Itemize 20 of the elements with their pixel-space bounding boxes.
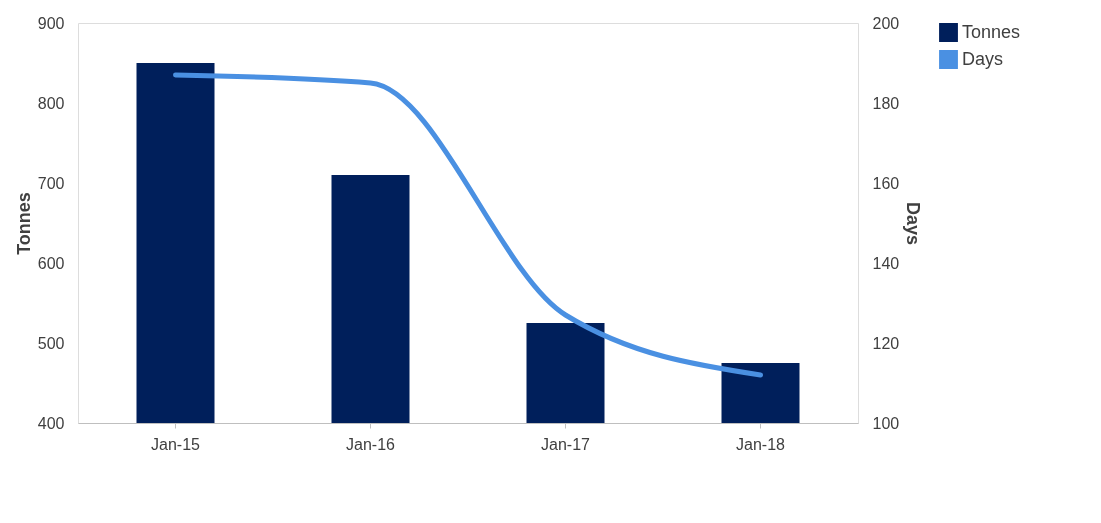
y2-tick-label: 200 (872, 14, 900, 32)
y2-tick-label: 140 (872, 254, 900, 272)
y-tick-label: 500 (37, 334, 65, 352)
y-axis-title: Tonnes (13, 192, 34, 255)
x-tick-label: Jan-16 (346, 435, 396, 453)
y2-tick-label: 100 (872, 414, 900, 432)
x-tick-label: Jan-17 (541, 435, 591, 453)
y2-tick-label: 160 (872, 174, 900, 192)
y2-axis-title: Days (903, 201, 924, 246)
x-tick-label: Jan-18 (736, 435, 786, 453)
legend-label: Tonnes (962, 21, 1021, 42)
y-tick-label: 800 (37, 94, 65, 112)
y-tick-label: 700 (37, 174, 65, 192)
y-tick-label: 900 (37, 14, 65, 32)
x-tick-label: Jan-15 (151, 435, 201, 453)
y2-tick-label: 120 (872, 334, 900, 352)
legend-label: Days (962, 48, 1004, 69)
y-tick-label: 600 (37, 254, 65, 272)
y-tick-label: 400 (37, 414, 65, 432)
y2-tick-label: 180 (872, 94, 900, 112)
